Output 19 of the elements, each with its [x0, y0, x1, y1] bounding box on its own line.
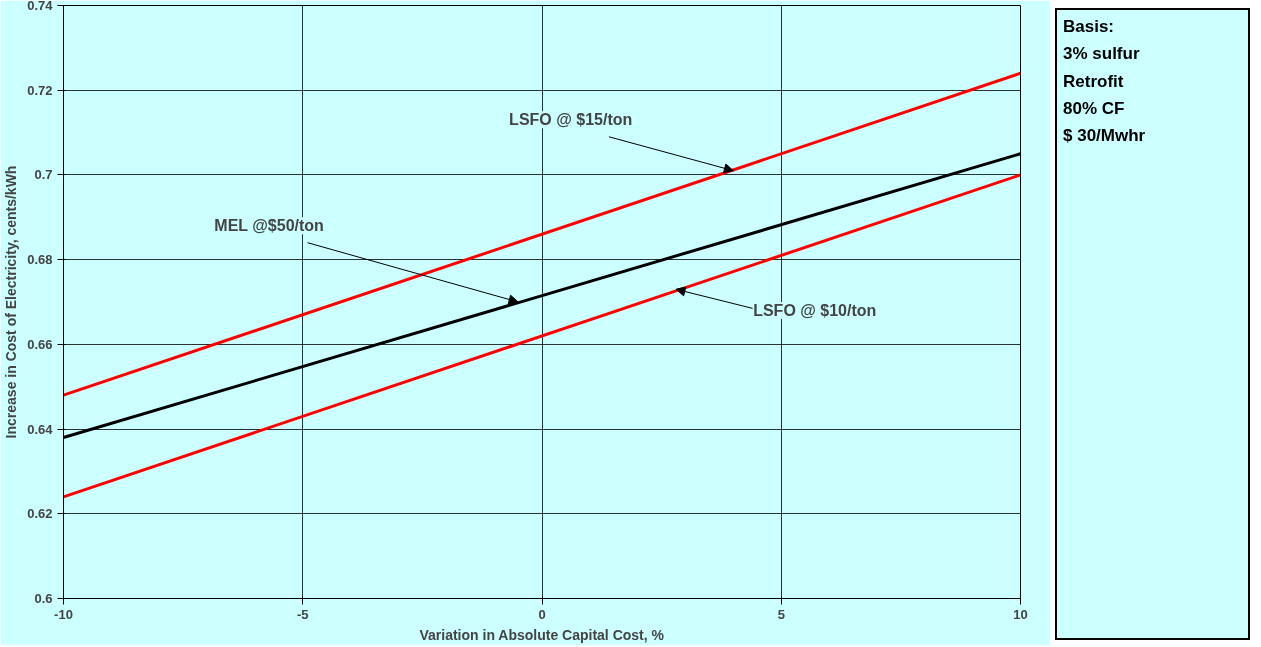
- y-tick-label: 0.68: [27, 252, 53, 268]
- y-tick-label: 0.62: [27, 506, 53, 522]
- annotation: LSFO @ $10/ton: [753, 301, 877, 319]
- annotation: LSFO @ $15/ton: [509, 111, 633, 129]
- y-tick-label: 0.7: [34, 167, 53, 183]
- y-axis-title: Increase in Cost of Electricity, cents/kWh: [3, 165, 20, 439]
- y-tick-label: 0.72: [27, 82, 53, 98]
- x-axis-title: Variation in Absolute Capital Cost, %: [419, 626, 665, 643]
- x-tick-label: -10: [54, 606, 73, 622]
- x-tick-label: 0: [538, 606, 546, 622]
- annotation: MEL @$50/ton: [214, 217, 324, 235]
- x-tick-label: 10: [1013, 606, 1028, 622]
- y-tick-label: 0.74: [27, 0, 54, 13]
- y-tick-label: 0.6: [34, 591, 53, 606]
- y-tick-label: 0.66: [27, 336, 53, 352]
- x-tick-label: 5: [777, 606, 785, 622]
- y-tick-label: 0.64: [27, 421, 54, 437]
- text: Basis: 3% sulfur Retrofit 80% CF $ 30/Mwhr: [1063, 16, 1146, 148]
- x-tick-label: -5: [296, 606, 309, 622]
